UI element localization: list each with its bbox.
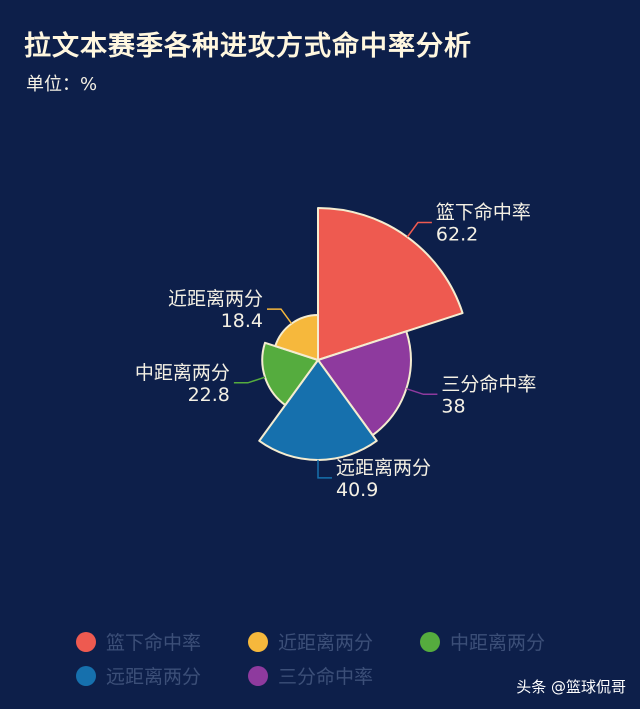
slice-label-5: 近距离两分 — [168, 288, 263, 310]
rose-slice-1[interactable] — [317, 207, 464, 361]
rose-slice-4[interactable] — [261, 341, 319, 407]
slice-label-4: 中距离两分 — [135, 362, 230, 384]
legend-marker-1[interactable] — [76, 632, 96, 652]
leader-line-3 — [317, 459, 332, 479]
legend-label-3[interactable]: 中距离两分 — [450, 632, 545, 654]
rose-slice-2[interactable] — [317, 330, 412, 437]
slice-label-1: 篮下命中率 — [436, 202, 531, 224]
watermark: 头条 @篮球侃哥 — [516, 678, 626, 696]
legend-marker-3[interactable] — [420, 632, 440, 652]
slice-label-3: 远距离两分 — [336, 457, 431, 479]
legend-marker-5[interactable] — [248, 666, 268, 686]
slice-label-2: 三分命中率 — [441, 373, 536, 395]
chart-title: 拉文本赛季各种进攻方式命中率分析 — [24, 31, 472, 62]
leader-line-2 — [406, 387, 438, 396]
leader-line-4 — [233, 376, 266, 384]
slice-value-5: 18.4 — [221, 310, 263, 332]
legend-label-1[interactable]: 篮下命中率 — [106, 632, 201, 654]
legend-label-2[interactable]: 近距离两分 — [278, 632, 373, 654]
chart-unit-label: 单位：% — [26, 74, 98, 95]
leader-line-1 — [406, 221, 432, 238]
rose-slice-5[interactable] — [274, 314, 319, 361]
legend-label-4[interactable]: 远距离两分 — [106, 666, 201, 688]
leader-line-5 — [267, 308, 293, 325]
legend-marker-4[interactable] — [76, 666, 96, 686]
legend-marker-2[interactable] — [248, 632, 268, 652]
slice-value-2: 38 — [441, 395, 465, 417]
slice-value-1: 62.2 — [436, 224, 478, 246]
slice-value-3: 40.9 — [336, 479, 378, 501]
legend-label-5[interactable]: 三分命中率 — [278, 666, 373, 688]
slice-value-4: 22.8 — [188, 384, 230, 406]
